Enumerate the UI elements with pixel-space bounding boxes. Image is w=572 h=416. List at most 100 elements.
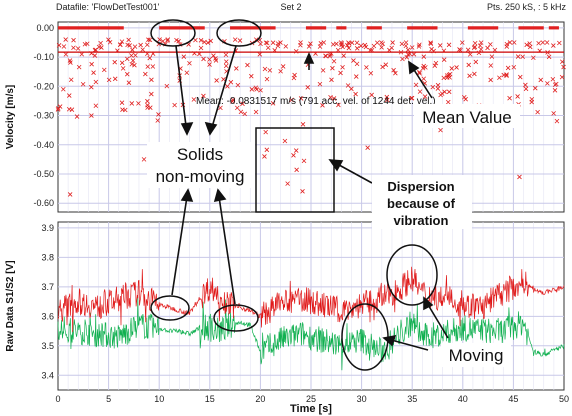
- velocity-point: [409, 95, 415, 101]
- velocity-point: [126, 37, 131, 43]
- velocity-point: [306, 44, 312, 49]
- velocity-point: [540, 40, 546, 45]
- velocity-point: [369, 47, 375, 53]
- velocity-point: [560, 59, 565, 65]
- velocity-point: [230, 97, 236, 103]
- velocity-point: [478, 40, 484, 45]
- velocity-point: [187, 60, 192, 66]
- velocity-point: [537, 48, 543, 54]
- raw-tick-label: 3.5: [41, 341, 54, 351]
- velocity-point: [477, 43, 483, 48]
- velocity-point: [74, 114, 80, 119]
- velocity-point: [264, 40, 270, 46]
- velocity-point: [445, 99, 451, 105]
- velocity-point: [421, 76, 427, 82]
- velocity-point: [225, 84, 230, 89]
- velocity-tick-label: 0.00: [36, 23, 54, 33]
- velocity-point: [527, 41, 532, 46]
- velocity-point: [67, 58, 73, 63]
- velocity-point: [369, 92, 374, 98]
- raw-tick-label: 3.4: [41, 370, 54, 380]
- velocity-point: [270, 101, 276, 106]
- velocity-point: [101, 67, 107, 73]
- velocity-point: [107, 39, 113, 45]
- raw-tick-label: 3.7: [41, 282, 54, 292]
- velocity-point: [551, 43, 556, 48]
- velocity-point: [363, 44, 369, 50]
- velocity-point: [146, 37, 151, 42]
- velocity-point: [145, 98, 150, 104]
- velocity-point: [193, 37, 198, 43]
- velocity-point: [341, 53, 346, 58]
- x-tick-label: 10: [154, 394, 164, 404]
- velocity-point: [313, 51, 318, 56]
- velocity-point: [119, 100, 125, 105]
- velocity-point: [532, 85, 538, 91]
- velocity-point: [345, 83, 351, 88]
- velocity-point: [417, 69, 422, 75]
- velocity-point: [346, 40, 351, 45]
- velocity-point: [428, 40, 433, 45]
- velocity-point: [238, 109, 244, 115]
- velocity-point: [130, 47, 135, 53]
- velocity-point: [208, 38, 213, 44]
- velocity-point: [89, 113, 94, 118]
- velocity-point: [511, 40, 517, 45]
- velocity-point: [507, 40, 513, 45]
- velocity-point: [300, 122, 306, 127]
- velocity-point: [331, 96, 337, 101]
- arrowhead-dispersion: [328, 159, 344, 172]
- velocity-point: [267, 68, 273, 73]
- velocity-point: [476, 50, 482, 56]
- velocity-point: [545, 81, 550, 86]
- velocity-point: [320, 68, 326, 73]
- velocity-point: [264, 76, 270, 82]
- velocity-point: [417, 89, 423, 94]
- mean-value-label-bg: [414, 104, 520, 128]
- velocity-point: [446, 89, 452, 95]
- velocity-point: [289, 97, 294, 103]
- velocity-point: [364, 65, 369, 70]
- velocity-point: [305, 85, 311, 90]
- arrow-solids-4: [217, 189, 236, 305]
- velocity-point: [92, 53, 98, 58]
- velocity-point: [467, 73, 472, 79]
- velocity-tick-label: -0.60: [33, 198, 54, 208]
- velocity-point: [176, 38, 181, 44]
- mean-value-label: Mean Value: [422, 108, 511, 127]
- velocity-point: [329, 77, 334, 83]
- velocity-point: [124, 71, 130, 77]
- velocity-point: [446, 72, 452, 78]
- velocity-point: [523, 82, 528, 88]
- velocity-point: [492, 47, 498, 53]
- velocity-point: [144, 42, 150, 48]
- velocity-point: [143, 71, 148, 77]
- velocity-point: [323, 53, 328, 59]
- velocity-point: [263, 40, 269, 45]
- moving-label-bg: [441, 343, 511, 367]
- velocity-point: [428, 41, 434, 47]
- velocity-point: [214, 78, 219, 83]
- velocity-point: [335, 47, 341, 53]
- velocity-point: [421, 54, 427, 59]
- velocity-point: [535, 109, 540, 115]
- velocity-point: [409, 95, 414, 101]
- velocity-point: [144, 51, 150, 57]
- velocity-point: [192, 51, 197, 56]
- x-tick-label: 15: [205, 394, 215, 404]
- velocity-point: [527, 44, 533, 50]
- velocity-point: [438, 127, 443, 133]
- velocity-point: [82, 41, 88, 47]
- velocity-point: [511, 64, 517, 70]
- velocity-point: [119, 39, 125, 44]
- velocity-point: [298, 40, 303, 45]
- velocity-point: [201, 93, 206, 99]
- velocity-point: [115, 48, 120, 53]
- velocity-point: [301, 158, 307, 164]
- velocity-point: [118, 42, 123, 47]
- dispersion-label-line2: because of: [387, 196, 456, 211]
- velocity-point: [126, 80, 132, 85]
- signal-s2-line: [57, 296, 565, 371]
- velocity-point: [328, 94, 333, 100]
- datafile-label: Datafile: 'FlowDetTest001': [56, 2, 160, 12]
